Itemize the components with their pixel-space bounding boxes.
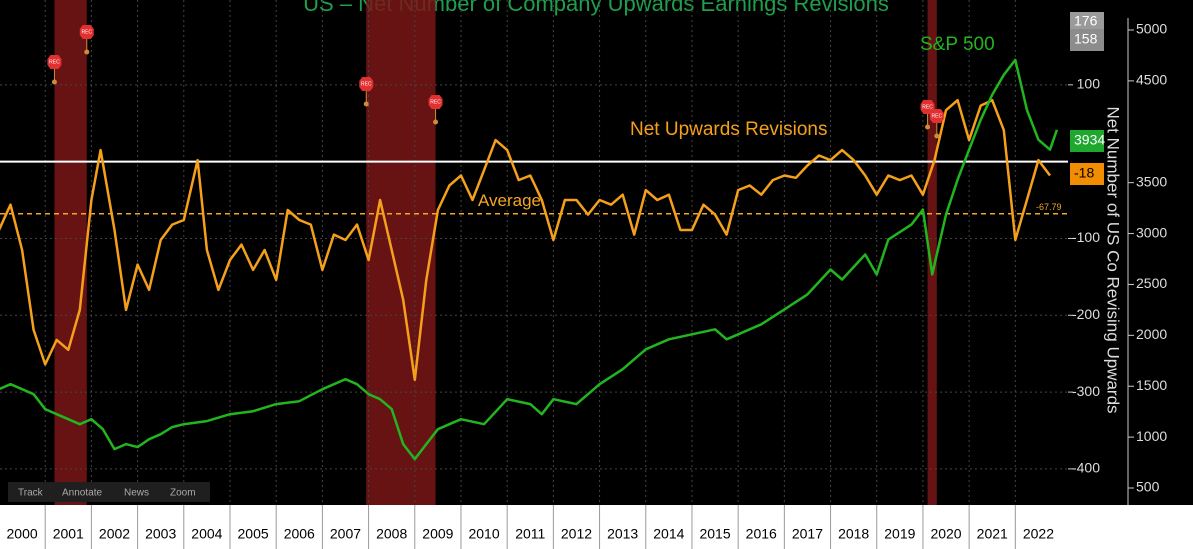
series-line [0, 98, 1051, 382]
series-annotation: Net Upwards Revisions [630, 119, 827, 140]
rec-marker [929, 109, 944, 123]
rec-dot [84, 49, 90, 55]
y2-tick-label: 4500 [1136, 72, 1167, 88]
x-tick-label: 2012 [561, 526, 592, 542]
x-tick-label: 2011 [515, 526, 545, 542]
rec-dot [925, 124, 931, 130]
x-tick-label: 2008 [376, 526, 407, 542]
toolbar-button[interactable]: Zoom [170, 488, 196, 499]
x-tick-label: 2015 [699, 526, 730, 542]
rec-marker [920, 100, 935, 114]
average-value-label: -67.79 [1036, 202, 1062, 212]
y2-tick-label: 1500 [1136, 377, 1167, 393]
rec-marker [79, 25, 94, 39]
last-value-label: 176 [1074, 13, 1098, 29]
x-tick-label: 2017 [792, 526, 823, 542]
y2-tick-label: 3500 [1136, 173, 1167, 189]
x-tick-label: 2002 [99, 526, 130, 542]
last-value-label: -18 [1074, 165, 1094, 181]
rec-label: REC [932, 113, 943, 119]
x-tick-label: 2019 [884, 526, 915, 542]
x-tick-label: 2003 [145, 526, 176, 542]
y-tick-label: -400 [1072, 460, 1100, 476]
recession-band [54, 0, 87, 505]
x-tick-label: 2013 [607, 526, 638, 542]
y2-tick-label: 3000 [1136, 224, 1167, 240]
y2-tick-label: 2500 [1136, 275, 1167, 291]
x-tick-label: 2000 [7, 526, 38, 542]
y2-tick-label: 5000 [1136, 21, 1167, 37]
recession-band [366, 0, 436, 505]
rec-label: REC [361, 81, 372, 87]
x-tick-label: 2022 [1023, 526, 1054, 542]
x-tick-label: 2001 [53, 526, 84, 542]
x-tick-label: 2014 [653, 526, 684, 542]
plot-background [0, 0, 1193, 505]
last-value-label: 158 [1074, 31, 1098, 47]
rec-marker [359, 77, 374, 91]
toolbar-button[interactable]: Track [18, 488, 44, 499]
x-tick-label: 2009 [422, 526, 453, 542]
y-tick-label: -300 [1072, 383, 1100, 399]
y2-tick-label: 1000 [1136, 428, 1167, 444]
last-value-label: 3934 [1074, 132, 1105, 148]
series-line [0, 58, 1059, 461]
last-value-box [1070, 163, 1104, 185]
x-tick-label: 2006 [284, 526, 315, 542]
x-tick-label: 2004 [191, 526, 222, 542]
x-tick-label: 2020 [930, 526, 961, 542]
y-tick-label: -200 [1072, 306, 1100, 322]
axis-strip [0, 505, 1193, 549]
average-label: Average [478, 191, 541, 210]
last-value-box [1070, 12, 1104, 32]
x-tick-label: 2007 [330, 526, 361, 542]
x-tick-label: 2016 [746, 526, 777, 542]
rec-dot [433, 119, 439, 125]
x-tick-label: 2005 [238, 526, 269, 542]
rec-marker [47, 55, 62, 69]
x-tick-label: 2021 [977, 526, 1008, 542]
toolbar-button[interactable]: News [124, 488, 149, 499]
rec-label: REC [49, 59, 60, 65]
rec-dot [934, 133, 940, 139]
last-value-box [1070, 29, 1104, 51]
last-value-box [1070, 130, 1104, 152]
rec-label: REC [922, 104, 933, 110]
rec-dot [363, 101, 369, 107]
rec-dot [51, 79, 57, 85]
x-tick-label: 2018 [838, 526, 869, 542]
toolbar-button[interactable]: Annotate [62, 488, 102, 499]
chart-title: US – Net Number of Company Upwards Earni… [303, 0, 889, 16]
x-tick-label: 2010 [468, 526, 499, 542]
y2-axis-title: S&P 500 [1172, 227, 1191, 294]
y2-tick-label: 500 [1136, 479, 1160, 495]
rec-label: REC [430, 99, 441, 105]
series-annotation: S&P 500 [920, 34, 995, 55]
recession-band [927, 0, 937, 505]
toolbar [8, 482, 210, 502]
rec-label: REC [81, 29, 92, 35]
y-axis-title: Net Number of US Co Revising Upwards [1104, 106, 1123, 413]
y-tick-label: 100 [1077, 76, 1101, 92]
rec-marker [428, 95, 443, 109]
y2-tick-label: 2000 [1136, 326, 1167, 342]
y-tick-label: -100 [1072, 229, 1100, 245]
